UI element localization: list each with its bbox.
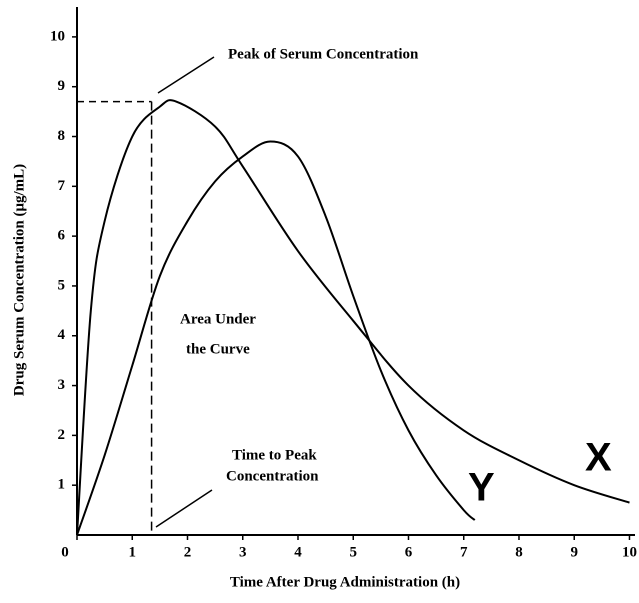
y-tick-label: 7: [58, 178, 66, 194]
annotation: Area Under: [180, 311, 256, 327]
annotation: Peak of Serum Concentration: [228, 46, 419, 62]
curve: [76, 140, 476, 536]
y-tick-label: 4: [58, 327, 66, 343]
y-tick-label: 5: [58, 277, 66, 293]
x-axis-label: Time After Drug Administration (h): [230, 574, 460, 590]
y-tick-label: 8: [58, 128, 66, 144]
y-tick-label: 3: [58, 377, 66, 393]
x-tick-label: 3: [239, 544, 247, 560]
y-axis-label: Drug Serum Concentration (μg/mL): [11, 164, 27, 396]
y-tick-label: 10: [50, 28, 65, 44]
x-tick-label: 6: [405, 544, 413, 560]
x-tick-label: 2: [184, 544, 192, 560]
annotation: Concentration: [226, 468, 319, 484]
x-tick-label: 7: [460, 544, 468, 560]
x-tick-label: 8: [515, 544, 523, 560]
leader-line: [157, 56, 215, 94]
series-label: Y: [468, 466, 495, 510]
y-tick-label: 6: [58, 228, 66, 244]
y-tick-label: 2: [58, 427, 66, 443]
x-tick-label: 0: [61, 544, 69, 560]
x-tick-label: 10: [622, 544, 637, 560]
x-tick-label: 9: [570, 544, 578, 560]
leader-line: [155, 489, 213, 528]
x-tick-label: 4: [294, 544, 302, 560]
curve: [76, 99, 630, 536]
y-tick-label: 1: [58, 477, 66, 493]
x-tick-label: 1: [128, 544, 136, 560]
annotation: Time to Peak: [232, 447, 317, 463]
series-label: X: [585, 436, 612, 480]
annotation: the Curve: [186, 341, 250, 357]
x-tick-label: 5: [349, 544, 357, 560]
y-tick-label: 9: [58, 78, 66, 94]
